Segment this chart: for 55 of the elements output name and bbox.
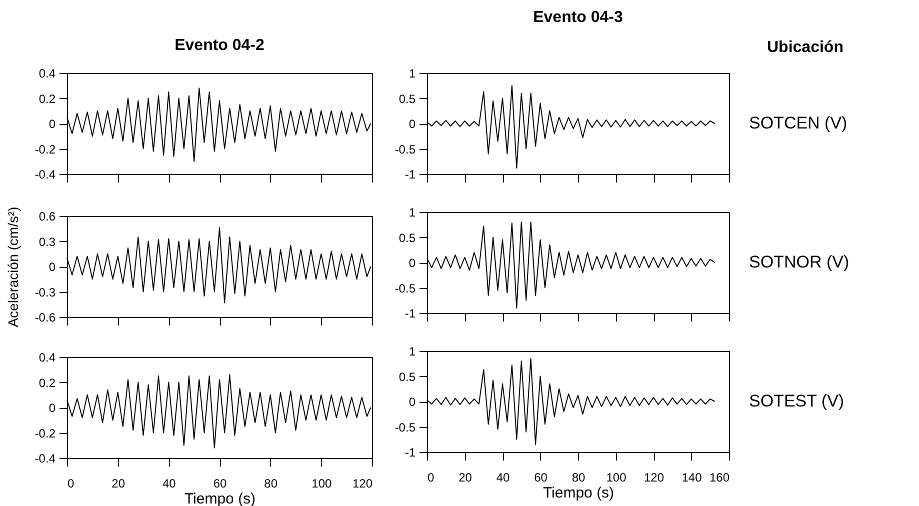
y-tick-label: 0	[48, 260, 56, 274]
line-series	[426, 222, 716, 308]
chart-title: Evento 04-2	[174, 37, 265, 54]
text: SOTNOR (V)	[749, 252, 850, 272]
x-tick-label: 0	[68, 476, 74, 490]
y-tick-label: -1	[404, 168, 416, 182]
x-tick-label: 20	[112, 476, 126, 490]
y-tick-label: 0.3	[38, 234, 56, 249]
x-tick-label: 80	[264, 476, 278, 490]
text: Ubicación	[767, 39, 844, 56]
x-axis-title: Tiempo (s)	[542, 484, 614, 502]
y-tick-label: 0	[48, 117, 56, 131]
x-tick-label: 20	[458, 470, 472, 484]
x-tick-label: 160	[709, 470, 730, 484]
text: SOTEST (V)	[749, 392, 844, 410]
y-tick-label: -0.5	[394, 142, 416, 156]
y-tick-label: -0.4	[34, 168, 56, 182]
y-tick-label: 0	[48, 401, 56, 415]
y-tick-label: -0.3	[34, 285, 56, 300]
x-tick-label: 40	[496, 470, 510, 484]
y-tick-label: 0.4	[38, 66, 56, 80]
y-tick-label: 1	[408, 66, 416, 80]
text: SOTCEN (V)	[749, 114, 848, 132]
y-tick-label: 1	[408, 206, 416, 220]
x-tick-label: 60	[534, 470, 548, 484]
y-tick-label: -0.5	[394, 281, 416, 296]
x-tick-label: 40	[162, 476, 176, 490]
x-tick-label: 100	[312, 476, 332, 490]
y-tick-label: 1	[408, 344, 416, 358]
y-tick-label: -1	[404, 446, 416, 460]
y-tick-label: -0.2	[34, 142, 56, 156]
x-tick-label: 0	[428, 470, 434, 484]
y-tick-label: -1	[404, 306, 416, 320]
x-tick-label: 100	[606, 470, 627, 484]
x-tick-label: 60	[213, 476, 227, 490]
x-tick-label: 140	[682, 470, 702, 484]
y-tick-label: 0.2	[38, 92, 56, 106]
chart-title: Evento 04-3	[533, 9, 624, 26]
y-tick-label: 0	[408, 256, 416, 270]
y-tick-label: -0.6	[34, 310, 56, 324]
y-tick-label: 0.2	[38, 376, 56, 390]
y-tick-label: 0.5	[398, 370, 416, 384]
y-tick-label: -0.2	[34, 426, 56, 440]
y-tick-label: 0.6	[38, 210, 56, 224]
y-tick-label: 0.4	[38, 350, 56, 364]
y-tick-label: 0	[408, 395, 416, 409]
y-axis-title: Aceleración (cm/s²)	[4, 206, 21, 328]
y-tick-label: -0.4	[34, 452, 56, 466]
x-tick-label: 80	[572, 470, 586, 484]
y-tick-label: -0.5	[394, 420, 416, 434]
y-tick-label: 0.5	[398, 230, 416, 245]
x-tick-label: 120	[644, 470, 664, 484]
y-tick-label: 0	[408, 117, 416, 131]
y-tick-label: 0.5	[398, 92, 416, 106]
x-tick-label: 120	[352, 476, 373, 490]
